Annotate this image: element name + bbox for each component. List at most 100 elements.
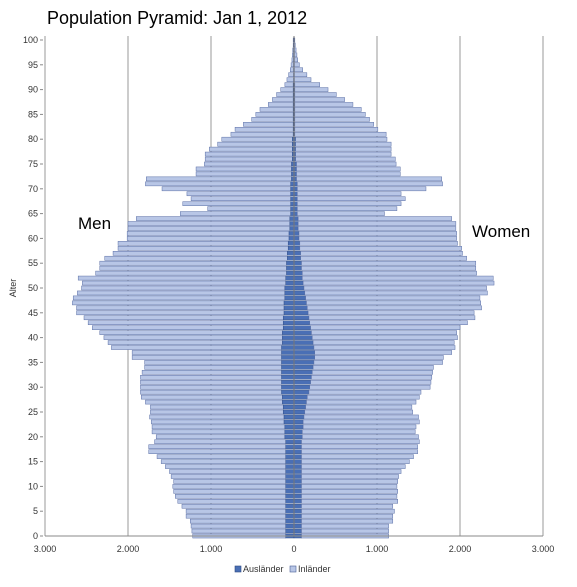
bar-women-auslaender-13 <box>293 469 302 474</box>
bar-women-inlaender-35 <box>313 360 443 365</box>
bar-men-inlaender-35 <box>144 360 282 365</box>
y-tick-label-100: 100 <box>23 35 38 45</box>
x-tick-label-3: 0 <box>291 544 296 554</box>
bar-women-auslaender-50 <box>293 285 305 291</box>
bar-men-auslaender-56 <box>287 256 295 261</box>
bar-women-inlaender-19 <box>301 439 420 445</box>
bar-women-inlaender-89 <box>294 92 337 97</box>
bar-women-inlaender-80 <box>295 136 388 142</box>
bar-women-inlaender-54 <box>301 265 477 271</box>
bar-men-inlaender-55 <box>99 260 287 266</box>
bar-women-inlaender-44 <box>308 315 476 321</box>
bar-women-inlaender-64 <box>297 216 452 221</box>
y-tick-label-10: 10 <box>28 481 38 491</box>
bar-men-auslaender-63 <box>289 221 295 226</box>
bar-men-auslaender-24 <box>283 414 295 420</box>
bar-men-inlaender-5 <box>185 508 286 514</box>
bar-women-auslaender-36 <box>293 355 315 360</box>
bar-women-auslaender-2 <box>293 523 302 529</box>
bar-men-inlaender-74 <box>195 166 292 172</box>
bar-women-auslaender-29 <box>293 389 310 395</box>
bar-women-auslaender-22 <box>293 424 304 430</box>
bar-women-inlaender-75 <box>296 161 397 167</box>
bar-men-inlaender-19 <box>154 439 286 445</box>
bar-women-inlaender-62 <box>297 226 457 231</box>
bar-men-auslaender-14 <box>285 464 295 469</box>
bar-women-inlaender-1 <box>301 528 389 534</box>
bar-men-inlaender-73 <box>195 171 292 177</box>
bar-men-auslaender-52 <box>285 275 295 281</box>
bar-men-auslaender-20 <box>284 434 295 440</box>
bar-men-auslaender-23 <box>283 419 295 425</box>
bar-men-auslaender-49 <box>284 290 295 296</box>
bar-men-inlaender-83 <box>243 122 294 127</box>
y-tick-label-5: 5 <box>33 506 38 516</box>
bar-women-inlaender-51 <box>302 280 495 286</box>
bar-men-inlaender-31 <box>140 379 282 385</box>
y-tick-label-90: 90 <box>28 85 38 95</box>
bar-women-inlaender-65 <box>297 211 385 216</box>
bar-men-inlaender-40 <box>103 335 283 340</box>
bar-men-auslaender-47 <box>283 300 295 306</box>
bar-men-auslaender-5 <box>285 508 295 514</box>
bar-women-auslaender-38 <box>293 345 315 350</box>
bar-women-inlaender-48 <box>305 295 481 301</box>
bar-women-auslaender-41 <box>293 330 312 335</box>
bar-men-inlaender-62 <box>127 226 291 231</box>
bar-women-auslaender-59 <box>293 241 301 246</box>
bar-women-inlaender-74 <box>296 166 401 172</box>
y-tick-label-50: 50 <box>28 283 38 293</box>
bar-women-auslaender-15 <box>293 459 302 464</box>
bar-men-auslaender-48 <box>284 295 295 301</box>
bar-men-inlaender-6 <box>181 503 286 509</box>
bar-men-inlaender-66 <box>207 206 291 211</box>
bar-women-inlaender-66 <box>297 206 398 211</box>
bar-men-inlaender-49 <box>77 290 286 296</box>
bar-men-auslaender-59 <box>287 241 295 246</box>
bar-men-inlaender-71 <box>145 181 291 187</box>
bar-women-inlaender-22 <box>302 424 417 430</box>
bar-men-auslaender-44 <box>283 315 295 320</box>
bar-men-auslaender-27 <box>282 399 295 405</box>
bar-women-inlaender-8 <box>301 494 398 499</box>
bar-men-inlaender-47 <box>72 300 285 306</box>
bar-men-inlaender-70 <box>161 186 291 192</box>
bar-women-inlaender-37 <box>314 350 452 355</box>
bar-women-auslaender-25 <box>293 409 305 415</box>
bar-men-inlaender-28 <box>141 394 283 400</box>
bar-women-auslaender-34 <box>293 365 314 370</box>
bar-women-inlaender-43 <box>309 320 468 326</box>
bar-men-auslaender-16 <box>285 454 295 459</box>
bar-women-inlaender-73 <box>296 171 401 177</box>
bar-men-auslaender-43 <box>283 320 295 325</box>
bar-women-auslaender-61 <box>293 231 300 236</box>
bar-women-inlaender-7 <box>301 498 398 504</box>
bar-women-inlaender-93 <box>294 72 308 78</box>
bar-men-auslaender-37 <box>281 350 295 355</box>
bar-women-inlaender-97 <box>294 52 298 58</box>
bar-men-inlaender-93 <box>288 72 294 78</box>
bar-women-inlaender-49 <box>304 290 488 296</box>
bar-men-inlaender-91 <box>284 82 294 87</box>
bar-men-inlaender-72 <box>146 176 292 182</box>
bar-women-inlaender-92 <box>294 77 312 82</box>
bar-women-auslaender-54 <box>293 265 302 271</box>
bar-women-auslaender-20 <box>293 434 303 440</box>
bar-men-inlaender-1 <box>191 528 286 534</box>
bar-women-auslaender-37 <box>293 350 315 355</box>
bar-women-auslaender-62 <box>293 226 299 231</box>
bar-men-inlaender-86 <box>259 107 294 112</box>
y-tick-label-95: 95 <box>28 60 38 70</box>
bar-women-inlaender-86 <box>294 107 362 112</box>
bar-women-inlaender-68 <box>297 196 406 202</box>
men-label: Men <box>78 214 111 233</box>
x-tick-label-0: 3.000 <box>34 544 57 554</box>
bar-men-inlaender-7 <box>177 498 286 504</box>
y-tick-label-25: 25 <box>28 407 38 417</box>
bar-women-auslaender-32 <box>293 375 312 380</box>
bar-men-inlaender-3 <box>190 518 286 524</box>
bar-men-inlaender-9 <box>173 489 286 494</box>
bar-men-auslaender-53 <box>286 270 295 276</box>
bar-women-auslaender-11 <box>293 479 302 484</box>
bar-men-inlaender-18 <box>148 444 286 450</box>
